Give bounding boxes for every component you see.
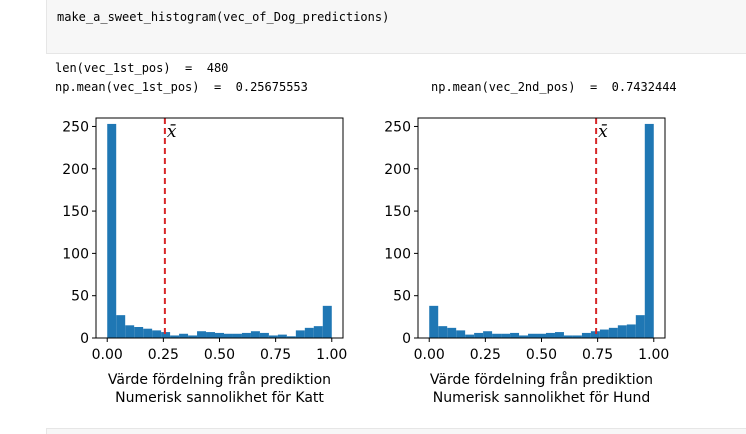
- x-axis-label: Värde fördelning från prediktion: [430, 371, 653, 388]
- histogram-bar: [501, 333, 511, 338]
- histogram-bar: [474, 332, 484, 338]
- x-tick-label: 0.50: [526, 347, 557, 363]
- histogram-katt: x̄ 0 50 100 150 200 250 0.00 0.25 0.50 0.75 1.00 Vär…: [62, 117, 347, 406]
- y-tick-label: 200: [384, 162, 411, 178]
- histogram-bar: [152, 330, 162, 338]
- histogram-bar: [215, 332, 224, 338]
- output-mean-2nd-line: np.mean(vec_2nd_pos) = 0.7432444: [431, 80, 677, 94]
- histogram-bar: [465, 334, 475, 338]
- histogram-bar: [528, 333, 538, 338]
- histogram-bar: [510, 332, 520, 338]
- histogram-bar: [232, 333, 242, 338]
- histogram-bar: [268, 335, 278, 338]
- histogram-bar: [635, 315, 645, 338]
- histogram-bar: [599, 329, 609, 338]
- x-tick-label: 0.25: [148, 347, 179, 363]
- histogram-bar: [125, 325, 135, 338]
- histogram-bar: [429, 305, 439, 338]
- histogram-bar: [626, 324, 636, 338]
- y-tick-label: 250: [384, 119, 411, 135]
- plot-frame: [95, 117, 344, 339]
- histogram-bar: [572, 335, 582, 338]
- plot-frame: [417, 117, 666, 339]
- histogram-bar: [304, 327, 314, 338]
- histogram-bar: [223, 333, 233, 338]
- y-tick-label: 50: [71, 289, 89, 305]
- x-tick-label: 0.00: [92, 347, 123, 363]
- histogram-bar: [241, 332, 251, 338]
- y-tick-label: 150: [62, 204, 89, 220]
- histogram-bar: [259, 332, 269, 338]
- y-tick-label: 250: [62, 119, 89, 135]
- x-axis-label: Värde fördelning från prediktion: [108, 371, 331, 388]
- y-tick-label: 0: [80, 331, 89, 347]
- histogram-bar: [250, 331, 260, 338]
- mean-label: x̄: [167, 122, 177, 142]
- histogram-bar: [206, 332, 216, 338]
- histogram-bar: [554, 332, 564, 338]
- histogram-bar: [537, 333, 546, 338]
- histogram-bar: [295, 330, 305, 338]
- histogram-bar: [492, 333, 502, 338]
- x-tick-label: 0.00: [414, 347, 445, 363]
- histogram-bar: [617, 325, 627, 338]
- histogram-hund: x̄ 0 50 100 150 200 250 0.00 0.25 0.50 0.75 1.00 Vär…: [384, 117, 669, 406]
- histogram-bar: [277, 334, 287, 338]
- histogram-bar: [581, 332, 591, 338]
- histogram-bar: [447, 327, 457, 338]
- histogram-bar: [188, 335, 198, 338]
- next-code-cell[interactable]: [46, 428, 746, 434]
- x-axis-sublabel: Numerisk sannolikhet för Hund: [433, 390, 650, 406]
- output-len-line: len(vec_1st_pos) = 480: [55, 61, 229, 75]
- output-mean-1st-line: np.mean(vec_1st_pos) = 0.25675553: [55, 80, 308, 94]
- histogram-bar: [563, 335, 573, 338]
- y-tick-label: 100: [384, 246, 411, 262]
- histogram-bar: [322, 305, 332, 338]
- histogram-bar: [590, 331, 600, 338]
- histogram-bar: [519, 335, 529, 338]
- y-tick-label: 100: [62, 246, 89, 262]
- y-tick-label: 0: [402, 331, 411, 347]
- histogram-bar: [116, 315, 126, 338]
- x-tick-label: 0.75: [260, 347, 291, 363]
- input-code-cell[interactable]: make_a_sweet_histogram(vec_of_Dog_predic…: [46, 0, 746, 54]
- x-tick-label: 1.00: [316, 347, 347, 363]
- histogram-bar: [161, 332, 171, 338]
- x-tick-label: 0.25: [470, 347, 501, 363]
- histogram-bar: [608, 327, 618, 338]
- histogram-bar: [286, 336, 296, 338]
- histogram-bar: [134, 327, 144, 338]
- histogram-bar: [143, 328, 153, 338]
- histogram-bar: [197, 331, 207, 338]
- x-tick-label: 0.75: [582, 347, 613, 363]
- y-tick-label: 200: [62, 162, 89, 178]
- x-tick-label: 0.50: [204, 347, 235, 363]
- x-tick-label: 1.00: [638, 347, 669, 363]
- histogram-bar: [313, 326, 323, 338]
- mean-label: x̄: [598, 122, 608, 142]
- x-axis-sublabel: Numerisk sannolikhet för Katt: [115, 390, 324, 406]
- histogram-bar: [179, 333, 189, 338]
- code-line[interactable]: make_a_sweet_histogram(vec_of_Dog_predic…: [57, 10, 390, 24]
- histogram-bar: [107, 123, 117, 338]
- histogram-bar: [456, 330, 466, 338]
- histogram-bar: [644, 123, 654, 338]
- y-tick-label: 50: [393, 289, 411, 305]
- histogram-bar: [545, 332, 555, 338]
- histogram-bar: [483, 331, 493, 338]
- histogram-bar: [438, 326, 448, 338]
- histogram-bar: [170, 335, 180, 338]
- y-tick-label: 150: [384, 204, 411, 220]
